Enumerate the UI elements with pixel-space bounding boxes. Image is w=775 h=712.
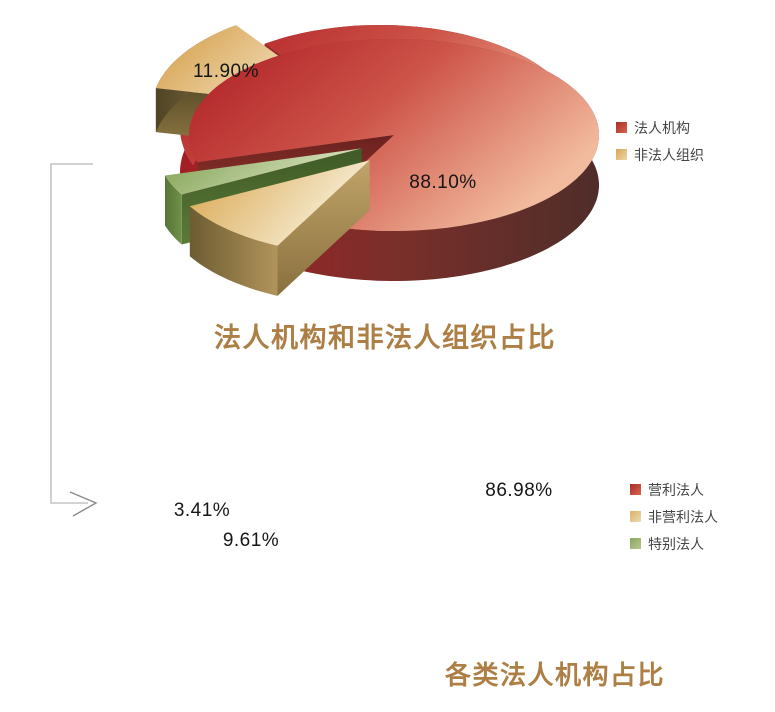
legend-item: 特别法人 — [630, 530, 718, 557]
legend-label: 营利法人 — [648, 481, 704, 498]
pie-slice-top — [189, 160, 370, 246]
legend-bottom: 营利法人 非营利法人 特别法人 — [630, 476, 718, 557]
pie-slice-top — [189, 39, 599, 231]
legend-item: 非法人组织 — [616, 141, 704, 168]
arrow-head-icon — [69, 491, 98, 517]
slice-label-bottom-mid: 9.61% — [222, 530, 280, 551]
pie-chart-bottom — [165, 39, 599, 296]
legend-label: 特别法人 — [648, 535, 704, 552]
pie-slice-cut-face — [277, 160, 370, 296]
pie-slice-side — [165, 175, 182, 245]
pie-slice-side — [189, 206, 278, 296]
slice-label-bottom-minor: 3.41% — [173, 500, 231, 521]
legend-label: 非营利法人 — [648, 508, 718, 525]
legend-swatch-gold — [630, 511, 641, 522]
legend-label: 非法人组织 — [634, 146, 704, 163]
legend-swatch-gold — [616, 149, 627, 160]
legend-item: 法人机构 — [616, 114, 704, 141]
legend-top: 法人机构 非法人组织 — [616, 114, 704, 168]
legend-item: 非营利法人 — [630, 503, 718, 530]
slice-label-top-major: 88.10% — [409, 172, 477, 193]
slice-label-bottom-major: 86.98% — [485, 480, 553, 501]
pie-slice-top — [165, 148, 362, 195]
legend-label: 法人机构 — [634, 119, 690, 136]
legend-swatch-red — [630, 484, 641, 495]
legend-swatch-green — [630, 538, 641, 549]
chart-title-bottom: 各类法人机构占比 — [444, 660, 665, 690]
legend-item: 营利法人 — [630, 476, 718, 503]
chart-title-top: 法人机构和非法人组织占比 — [214, 323, 556, 353]
legend-swatch-red — [616, 122, 627, 133]
slice-label-top-minor: 11.90% — [192, 61, 260, 82]
